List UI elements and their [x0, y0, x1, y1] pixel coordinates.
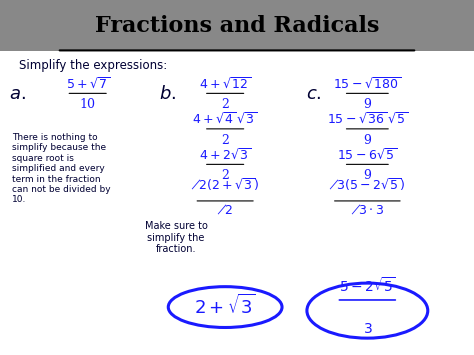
Text: $a.$: $a.$	[9, 85, 26, 103]
Text: $2+\sqrt{3}$: $2+\sqrt{3}$	[194, 294, 256, 318]
Text: Make sure to
simplify the
fraction.: Make sure to simplify the fraction.	[145, 221, 208, 255]
Text: 2: 2	[221, 134, 229, 147]
Text: There is nothing to
simplify because the
square root is
simplified and every
ter: There is nothing to simplify because the…	[12, 133, 110, 204]
Text: 9: 9	[364, 98, 371, 111]
Text: $15-\sqrt{180}$: $15-\sqrt{180}$	[333, 76, 401, 92]
Text: 2: 2	[221, 169, 229, 182]
Text: Fractions and Radicals: Fractions and Radicals	[95, 15, 379, 37]
Text: $\not{\!3}\cdot3$: $\not{\!3}\cdot3$	[351, 202, 384, 216]
Text: $\not{\!3}(5-2\sqrt{5})$: $\not{\!3}(5-2\sqrt{5})$	[329, 176, 405, 193]
Text: $15-6\sqrt{5}$: $15-6\sqrt{5}$	[337, 147, 398, 163]
Text: $b.$: $b.$	[159, 85, 176, 103]
Text: $\not{\!2}$: $\not{\!2}$	[217, 202, 233, 216]
Text: $4+\sqrt{4}\,\sqrt{3}$: $4+\sqrt{4}\,\sqrt{3}$	[192, 112, 258, 127]
Text: $3$: $3$	[363, 322, 372, 336]
Text: $4+\sqrt{12}$: $4+\sqrt{12}$	[199, 76, 251, 92]
Text: $15-\sqrt{36}\,\sqrt{5}$: $15-\sqrt{36}\,\sqrt{5}$	[327, 112, 408, 127]
Text: $4+2\sqrt{3}$: $4+2\sqrt{3}$	[199, 147, 251, 163]
FancyBboxPatch shape	[0, 0, 474, 51]
Text: Simplify the expressions:: Simplify the expressions:	[19, 59, 167, 72]
Text: 9: 9	[364, 134, 371, 147]
Text: 10: 10	[80, 98, 96, 111]
Text: $\not{\!2}(2+\sqrt{3})$: $\not{\!2}(2+\sqrt{3})$	[191, 176, 259, 193]
Text: $c.$: $c.$	[306, 85, 321, 103]
Text: $5-2\sqrt{5}$: $5-2\sqrt{5}$	[339, 277, 396, 295]
Text: 9: 9	[364, 169, 371, 182]
Text: 2: 2	[221, 98, 229, 111]
Text: $5+\sqrt{7}$: $5+\sqrt{7}$	[65, 76, 110, 92]
